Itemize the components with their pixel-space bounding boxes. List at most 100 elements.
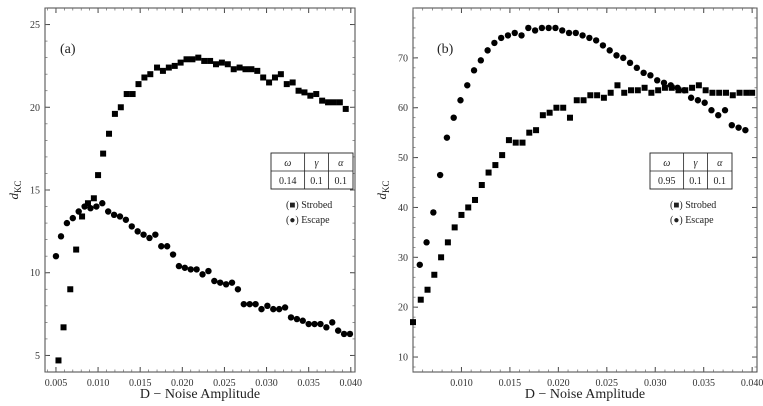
strobed-point (141, 74, 148, 81)
legend-entry: (■) Strobed (670, 200, 716, 211)
strobed-point (90, 195, 97, 202)
escape-point (264, 302, 271, 310)
escape-point (565, 29, 573, 37)
escape-point (57, 233, 65, 240)
escape-point (146, 234, 153, 242)
escape-point (599, 42, 607, 49)
param-value: 0.1 (334, 176, 347, 187)
y-tick-label: 20 (398, 303, 408, 314)
escape-point (163, 243, 171, 250)
strobed-point (319, 97, 326, 104)
strobed-point (230, 66, 237, 73)
strobed-point (201, 57, 208, 64)
param-value: 0.1 (713, 176, 726, 187)
plot-frame (412, 7, 758, 373)
escape-point (329, 319, 336, 326)
escape-point (708, 107, 715, 114)
strobed-point (330, 99, 337, 106)
escape-point (287, 314, 295, 321)
param-header: γ (694, 158, 699, 169)
param-header: γ (315, 158, 320, 169)
escape-point (252, 300, 259, 308)
param-value: 0.95 (658, 176, 676, 187)
strobed-point (614, 82, 621, 89)
strobed-point (621, 89, 628, 96)
escape-point (122, 216, 130, 223)
strobed-point (79, 213, 86, 220)
strobed-point (254, 67, 261, 74)
x-axis-label: D − Noise Amplitude (140, 387, 260, 402)
escape-point (228, 279, 236, 286)
x-tick-label: 0.025 (213, 378, 236, 389)
escape-point (222, 281, 230, 288)
strobed-point (271, 74, 278, 81)
strobed-point (260, 74, 267, 81)
escape-point (199, 271, 206, 278)
y-tick-label: 40 (398, 203, 408, 214)
escape-point (187, 266, 194, 273)
plot-frame (44, 7, 356, 373)
strobed-point (485, 169, 492, 176)
strobed-point (55, 357, 62, 364)
param-header: ω (663, 158, 670, 169)
strobed-point (135, 81, 142, 88)
escape-point (246, 300, 253, 308)
strobed-point (539, 112, 546, 119)
strobed-point (207, 57, 214, 64)
strobed-point (106, 130, 113, 137)
strobed-point (342, 105, 349, 112)
escape-point (128, 223, 135, 230)
escape-point (334, 327, 342, 334)
strobed-point (587, 92, 594, 99)
strobed-point (213, 61, 220, 68)
strobed-point (519, 139, 526, 146)
strobed-point (236, 64, 243, 71)
strobed-point (266, 79, 273, 86)
strobed-point (424, 286, 431, 293)
strobed-point (512, 139, 519, 146)
escape-point (270, 305, 277, 313)
strobed-point (722, 89, 729, 96)
escape-point (340, 330, 348, 338)
strobed-point (478, 182, 485, 189)
escape-point (346, 330, 354, 338)
y-tick-label: 50 (398, 153, 408, 164)
param-header: ω (284, 158, 291, 169)
legend-entry: (■) Strobed (286, 200, 332, 211)
escape-point (240, 300, 248, 308)
escape-point (211, 277, 218, 285)
strobed-point (444, 239, 451, 246)
param-value: 0.1 (310, 176, 323, 187)
escape-point (681, 87, 688, 94)
strobed-point (177, 59, 184, 66)
x-tick-label: 0.035 (692, 378, 715, 389)
strobed-point (499, 152, 506, 159)
strobed-point (60, 324, 67, 331)
escape-point (742, 126, 749, 134)
escape-point (323, 324, 330, 331)
escape-point (586, 34, 593, 42)
x-tick-label: 0.015 (129, 378, 152, 389)
y-tick-label: 10 (398, 353, 408, 364)
x-tick-label: 0.030 (255, 378, 278, 389)
escape-point (317, 320, 324, 328)
strobed-point (154, 64, 161, 71)
strobed-point (505, 137, 512, 144)
panel-b: 0.010 0.015 0.020 0.025 0.030 0.035 0.040 10 20 3… (374, 7, 763, 402)
escape-point (701, 99, 708, 106)
escape-point (87, 205, 94, 212)
escape-point (592, 37, 600, 44)
escape-point (633, 64, 641, 72)
escape-point (423, 239, 430, 246)
escape-point (81, 203, 88, 210)
param-value: 0.14 (279, 176, 297, 187)
panel-label: (a) (60, 42, 76, 57)
strobed-point (301, 89, 308, 96)
escape-point (152, 231, 159, 238)
strobed-point (95, 172, 102, 179)
strobed-point (313, 91, 320, 98)
strobed-point (123, 91, 130, 98)
strobed-point (224, 61, 231, 68)
strobed-point (67, 286, 74, 293)
